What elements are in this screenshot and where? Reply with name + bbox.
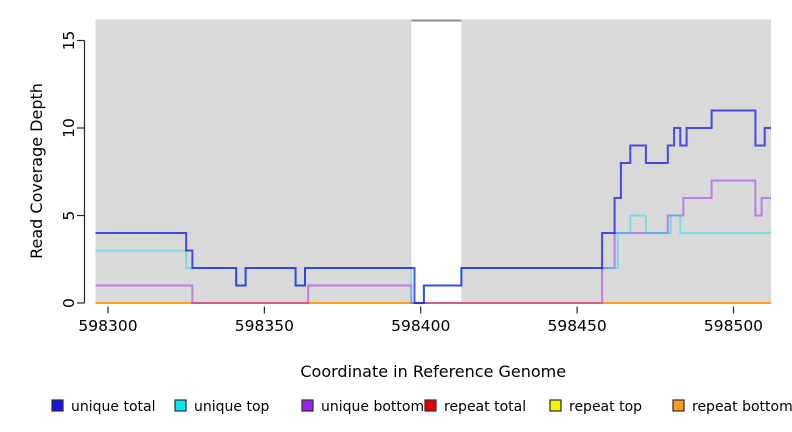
legend-label-unique-top: unique top [194,399,270,415]
y-tick-label: 0 [60,298,78,308]
legend-swatch-unique-top [174,399,187,412]
legend-label-repeat-bottom: repeat bottom [692,399,792,415]
y-tick-label: 15 [60,31,78,51]
series-line-unique-total [95,109,771,304]
y-axis-title: Read Coverage Depth [27,83,46,259]
x-axis-title: Coordinate in Reference Genome [300,362,566,381]
highlight-band [411,19,462,303]
legend-swatch-unique-bottom [301,399,314,412]
y-tick-label: 5 [60,211,78,221]
legend-swatch-unique-total [51,399,64,412]
legend-swatch-repeat-bottom [672,399,685,412]
y-tick-label: 10 [60,118,78,138]
x-tick-label: 598350 [235,317,294,335]
x-tick-label: 598300 [78,317,137,335]
legend-label-unique-total: unique total [71,399,155,415]
x-tick-label: 598400 [391,317,450,335]
legend-label-unique-bottom: unique bottom [321,399,424,415]
x-tick-label: 598450 [548,317,607,335]
legend-label-repeat-total: repeat total [444,399,526,415]
legend-swatch-repeat-total [424,399,437,412]
series-line-unique-bottom [95,179,771,304]
legend-swatch-repeat-top [549,399,562,412]
x-tick-label: 598500 [704,317,763,335]
legend-label-repeat-top: repeat top [569,399,642,415]
